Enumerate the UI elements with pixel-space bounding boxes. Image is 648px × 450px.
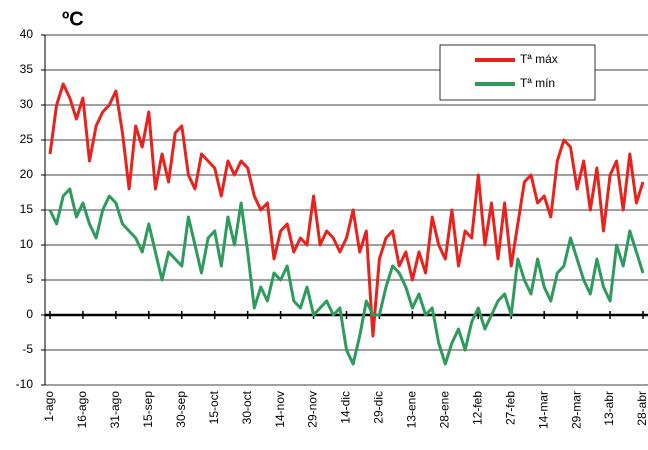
y-tick-label: -10 [16, 377, 34, 391]
x-tick-label: 13-abr [602, 391, 616, 426]
series-line [48, 82, 645, 338]
x-tick-label: 12-feb [470, 391, 484, 425]
x-tick-label: 29-mar [569, 391, 583, 429]
y-tick-label: -5 [22, 342, 33, 356]
x-tick-label: 27-feb [503, 391, 517, 425]
x-tick-label: 30-oct [240, 390, 254, 424]
y-tick-label: 15 [20, 202, 34, 216]
y-tick-label: 10 [20, 237, 34, 251]
legend-label: Tª mín [520, 76, 555, 90]
chart-title: ºC [62, 8, 84, 30]
x-tick-label: 16-ago [75, 391, 89, 429]
series-line [48, 187, 645, 366]
x-tick-label: 30-sep [174, 391, 188, 428]
x-tick-label: 31-ago [108, 391, 122, 429]
x-tick-label: 29-nov [306, 391, 320, 428]
y-tick-label: 5 [26, 272, 33, 286]
legend-box [439, 44, 596, 101]
x-tick-label: 28-ene [438, 391, 452, 429]
x-tick-label: 29-dic [372, 391, 386, 424]
x-tick-label: 28-abr [635, 391, 648, 426]
y-tick-label: 35 [20, 62, 34, 76]
x-tick-label: 15-oct [207, 390, 221, 424]
x-tick-label: 14-nov [273, 391, 287, 428]
y-tick-label: 30 [20, 97, 34, 111]
x-tick-label: 13-ene [405, 391, 419, 429]
y-tick-label: 20 [20, 167, 34, 181]
y-tick-label: 0 [26, 307, 33, 321]
x-tick-label: 15-sep [141, 391, 155, 428]
legend-label: Tª máx [520, 52, 558, 66]
x-tick-label: 14-mar [536, 391, 550, 429]
x-tick-label: 1-ago [42, 391, 56, 422]
y-tick-label: 40 [20, 27, 34, 41]
x-tick-label: 14-dic [339, 391, 353, 424]
y-tick-label: 25 [20, 132, 34, 146]
